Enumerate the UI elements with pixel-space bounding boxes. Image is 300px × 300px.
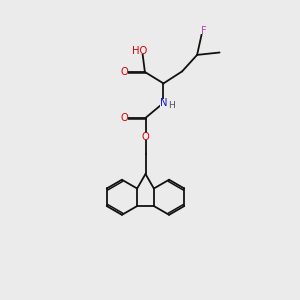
- Text: O: O: [142, 131, 149, 142]
- Text: O: O: [121, 113, 128, 123]
- Text: N: N: [160, 98, 167, 108]
- FancyBboxPatch shape: [160, 99, 167, 106]
- FancyBboxPatch shape: [121, 114, 128, 122]
- Text: HO: HO: [133, 46, 148, 56]
- FancyBboxPatch shape: [142, 133, 149, 140]
- Text: H: H: [169, 100, 175, 109]
- FancyBboxPatch shape: [121, 68, 128, 76]
- FancyBboxPatch shape: [200, 27, 207, 34]
- Text: F: F: [200, 26, 206, 36]
- FancyBboxPatch shape: [134, 47, 147, 54]
- Text: O: O: [121, 67, 128, 77]
